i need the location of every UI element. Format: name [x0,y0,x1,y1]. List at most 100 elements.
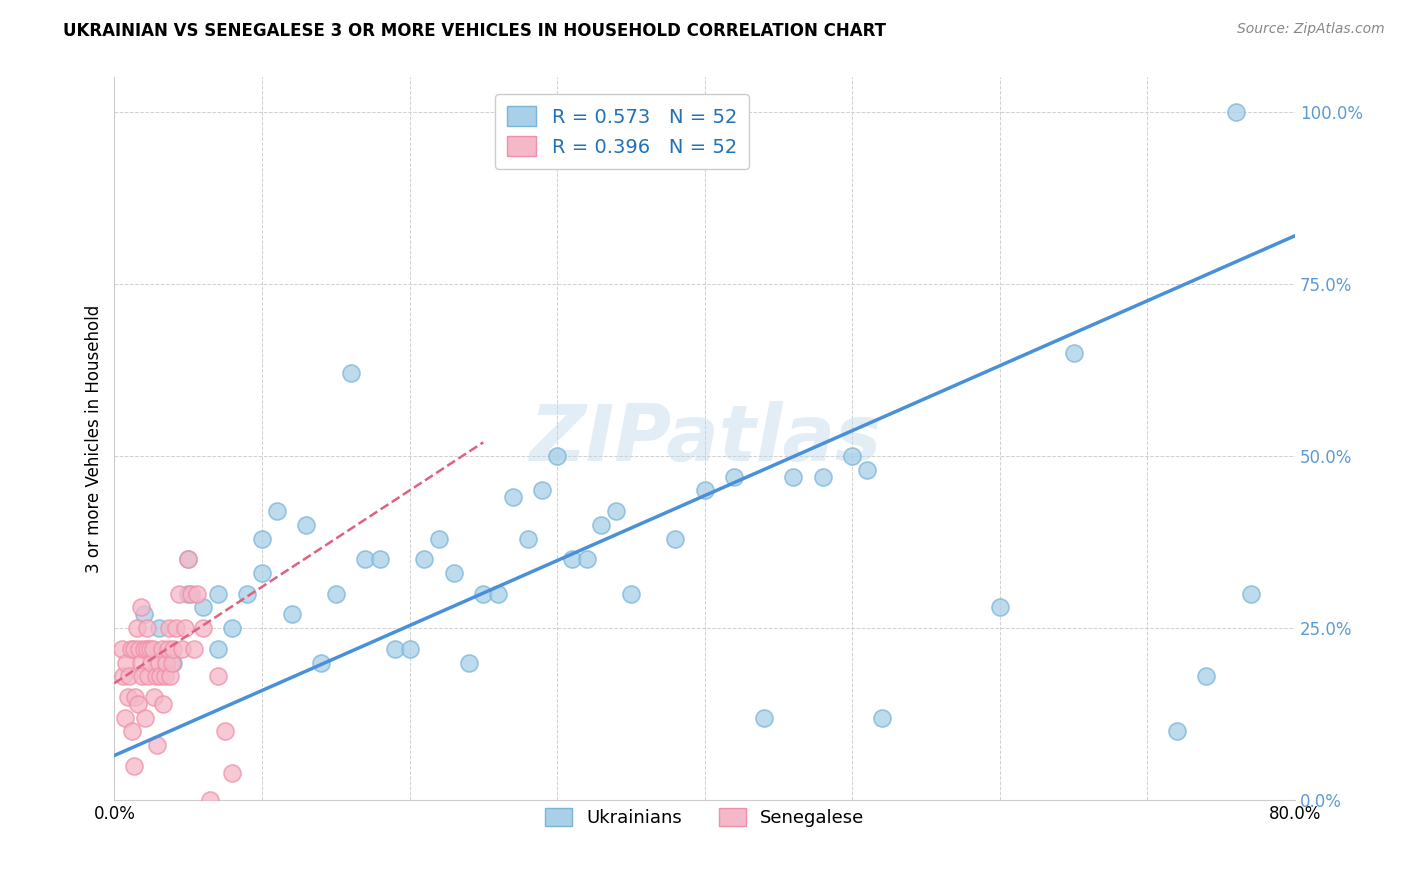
Point [664,532,686,546]
Point [174,621,197,635]
Point [153,669,176,683]
Point [112,669,135,683]
Point [443,566,465,580]
Point [1063,345,1085,359]
Point [427,532,450,546]
Point [122,759,145,773]
Point [142,641,165,656]
Point [214,724,236,739]
Point [250,532,273,546]
Point [150,641,173,656]
Point [207,587,229,601]
Point [398,641,420,656]
Point [157,621,180,635]
Point [162,641,184,656]
Point [266,504,288,518]
Point [575,552,598,566]
Point [236,587,259,601]
Point [139,641,162,656]
Point [177,587,200,601]
Point [531,483,554,498]
Point [1240,587,1263,601]
Point [605,504,627,518]
Point [472,587,495,601]
Point [165,621,187,635]
Point [413,552,436,566]
Point [177,552,200,566]
Point [486,587,509,601]
Point [870,711,893,725]
Point [1225,104,1247,119]
Point [146,738,169,752]
Point [148,656,170,670]
Point [561,552,583,566]
Point [135,641,157,656]
Point [183,641,205,656]
Legend: Ukrainians, Senegalese: Ukrainians, Senegalese [538,801,872,835]
Point [124,690,146,704]
Point [1195,669,1218,683]
Point [149,669,172,683]
Point [129,600,152,615]
Point [180,587,202,601]
Point [723,469,745,483]
Point [132,641,155,656]
Point [200,793,222,807]
Text: UKRAINIAN VS SENEGALESE 3 OR MORE VEHICLES IN HOUSEHOLD CORRELATION CHART: UKRAINIAN VS SENEGALESE 3 OR MORE VEHICL… [63,22,886,40]
Point [172,641,194,656]
Point [221,765,243,780]
Point [152,697,174,711]
Point [516,532,538,546]
Point [143,690,166,704]
Point [138,669,160,683]
Point [811,469,834,483]
Point [295,517,318,532]
Point [841,449,863,463]
Point [186,587,208,601]
Point [135,621,157,635]
Point [856,463,879,477]
Point [160,656,183,670]
Point [221,621,243,635]
Point [339,367,361,381]
Point [591,517,613,532]
Point [111,641,134,656]
Text: Source: ZipAtlas.com: Source: ZipAtlas.com [1237,22,1385,37]
Text: ZIPatlas: ZIPatlas [529,401,880,477]
Point [121,724,143,739]
Point [122,641,145,656]
Point [120,641,142,656]
Point [693,483,716,498]
Point [384,641,406,656]
Point [127,697,149,711]
Point [368,552,391,566]
Point [125,621,148,635]
Point [191,621,214,635]
Point [156,641,179,656]
Point [134,711,156,725]
Point [114,711,136,725]
Point [141,656,163,670]
Point [988,600,1011,615]
Point [207,641,229,656]
Point [115,656,138,670]
Point [309,656,332,670]
Point [169,587,191,601]
Point [118,669,141,683]
Point [457,656,479,670]
Point [250,566,273,580]
Point [782,469,804,483]
Point [155,656,177,670]
Point [117,690,139,704]
Point [354,552,377,566]
Point [131,669,153,683]
Point [207,669,229,683]
Point [752,711,775,725]
Point [128,641,150,656]
Point [129,656,152,670]
Point [191,600,214,615]
Y-axis label: 3 or more Vehicles in Household: 3 or more Vehicles in Household [86,305,103,573]
Point [132,607,155,622]
Point [502,491,524,505]
Point [620,587,643,601]
